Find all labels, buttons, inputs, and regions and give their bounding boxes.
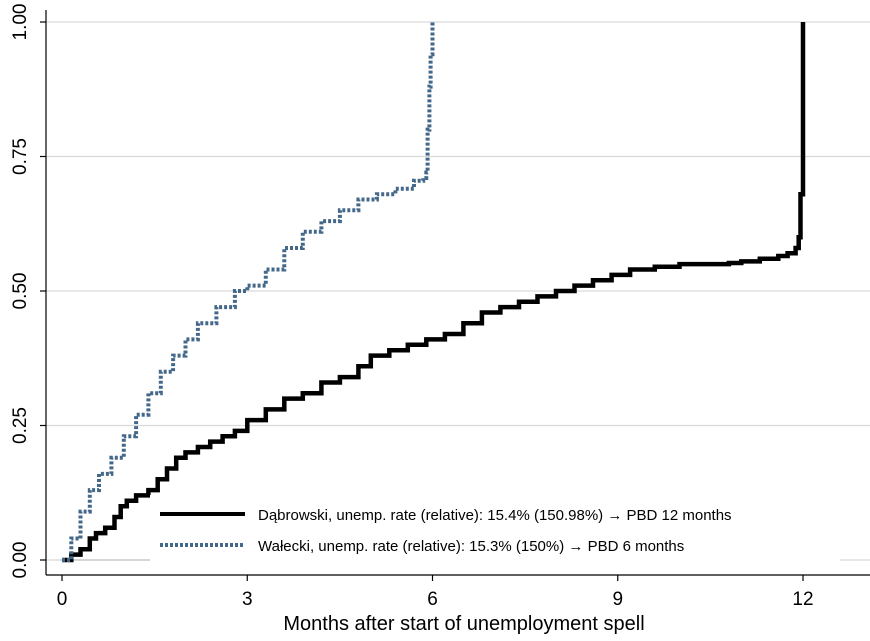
series-lines bbox=[62, 22, 806, 563]
y-tick-label: 0.25 bbox=[10, 407, 31, 444]
y-tick-label: 1.00 bbox=[10, 4, 31, 41]
x-tick-label: 0 bbox=[57, 589, 68, 610]
legend-label-walecki: Wałecki, unemp. rate (relative): 15.3% (… bbox=[258, 538, 684, 555]
axes bbox=[45, 10, 870, 576]
x-tick-label: 12 bbox=[792, 589, 813, 610]
x-ticks: 0 3 6 9 12 bbox=[57, 575, 814, 610]
y-tick-label: 0.50 bbox=[10, 273, 31, 310]
x-axis-title: Months after start of unemployment spell bbox=[283, 613, 644, 635]
legend-label-dabrowski: Dąbrowski, unemp. rate (relative): 15.4%… bbox=[258, 507, 732, 524]
legend: Dąbrowski, unemp. rate (relative): 15.4%… bbox=[150, 495, 840, 565]
x-tick-label: 9 bbox=[612, 589, 623, 610]
y-tick-label: 0.75 bbox=[10, 138, 31, 175]
x-tick-label: 6 bbox=[427, 589, 438, 610]
series-line-dabrowski bbox=[62, 22, 806, 563]
y-ticks: 0.00 0.25 0.50 0.75 1.00 bbox=[10, 4, 46, 579]
series-line-walecki bbox=[62, 22, 435, 562]
grid-lines bbox=[46, 21, 870, 561]
legend-box bbox=[150, 495, 840, 565]
x-tick-label: 3 bbox=[242, 589, 253, 610]
y-tick-label: 0.00 bbox=[10, 542, 31, 579]
